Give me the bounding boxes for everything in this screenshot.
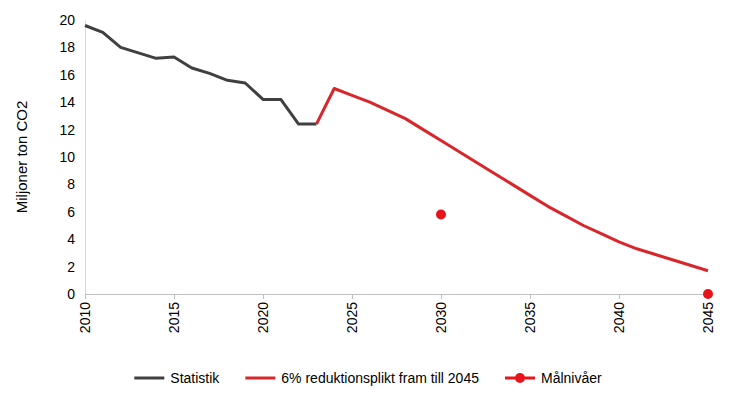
x-tick-mark [441,294,442,299]
x-tick: 2015 [166,294,182,333]
x-axis-line [86,295,709,300]
x-tick-mark [530,294,531,299]
legend-item: Målnivåer [505,370,602,386]
x-tick: 2030 [433,294,449,333]
y-tick: 14 [59,94,85,110]
target-point [703,289,713,299]
legend-swatch [245,377,275,380]
series-line [316,89,708,271]
x-tick-label: 2020 [255,302,271,333]
x-tick-label: 2035 [522,302,538,333]
y-tick-label: 12 [59,122,75,138]
x-tick-mark [352,294,353,299]
y-tick-label: 16 [59,67,75,83]
y-tick: 2 [67,259,85,275]
x-tick: 2045 [700,294,716,333]
legend-label: 6% reduktionsplikt fram till 2045 [281,370,479,386]
y-tick: 8 [67,176,85,192]
y-tick-label: 4 [67,231,75,247]
x-tick: 2020 [255,294,271,333]
y-tick-label: 20 [59,12,75,28]
x-tick-mark [619,294,620,299]
y-tick: 20 [59,12,85,28]
y-axis: 0 2 4 6 8 10 12 14 16 18 20 [59,12,85,302]
y-tick-label: 18 [59,39,75,55]
x-tick-mark [174,294,175,299]
y-tick-label: 2 [67,259,75,275]
x-tick-label: 2045 [700,302,716,333]
y-tick: 12 [59,122,85,138]
y-tick: 6 [67,204,85,220]
x-tick-label: 2025 [344,302,360,333]
y-tick: 18 [59,39,85,55]
x-tick-label: 2030 [433,302,449,333]
x-tick-mark [263,294,264,299]
y-tick-label: 6 [67,204,75,220]
legend: Statistik 6% reduktionsplikt fram till 20… [134,370,602,386]
y-tick-label: 14 [59,94,75,110]
y-tick: 10 [59,149,85,165]
x-tick-label: 2010 [77,302,93,333]
x-axis: 2010 2015 2020 2025 2030 2035 2040 2045 [77,294,716,333]
series-line [85,25,316,124]
legend-swatch [134,377,164,380]
chart: 0 2 4 6 8 10 12 14 16 18 20 2010 2015 2020 2025 2030 203… [0,0,736,393]
y-tick-label: 8 [67,176,75,192]
y-tick: 16 [59,67,85,83]
x-tick: 2025 [344,294,360,333]
x-tick: 2010 [77,294,93,333]
data-layer [85,25,713,299]
y-tick-label: 0 [67,286,75,302]
y-tick: 4 [67,231,85,247]
plot: 0 2 4 6 8 10 12 14 16 18 20 2010 2015 2020 2025 2030 203… [59,12,716,333]
y-tick: 0 [67,286,85,302]
target-point [436,210,446,220]
legend-item: Statistik [134,370,220,386]
legend-label: Statistik [170,370,220,386]
x-tick: 2040 [611,294,627,333]
x-tick-label: 2040 [611,302,627,333]
y-axis-title: Miljoner ton CO2 [13,101,30,214]
x-tick-mark [85,294,86,299]
x-tick: 2035 [522,294,538,333]
y-tick-label: 10 [59,149,75,165]
legend-swatch [515,373,525,383]
legend-item: 6% reduktionsplikt fram till 2045 [245,370,479,386]
x-tick-label: 2015 [166,302,182,333]
legend-label: Målnivåer [541,370,602,386]
y-axis-line [85,21,86,295]
